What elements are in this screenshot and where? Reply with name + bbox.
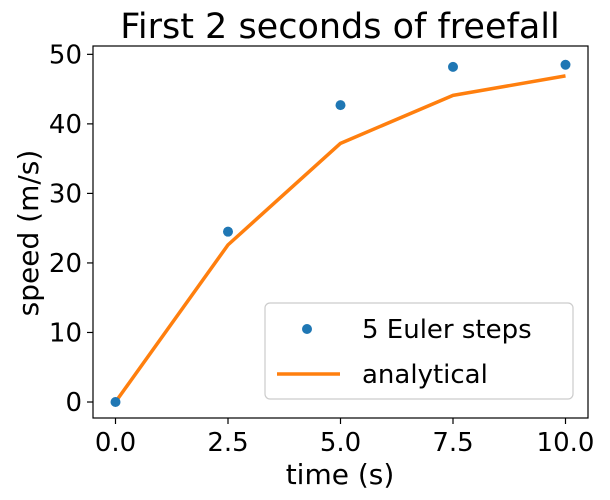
data-point-euler (335, 100, 346, 111)
legend: 5 Euler steps analytical (264, 302, 574, 400)
x-tick-label: 0.0 (95, 428, 136, 458)
y-tick-label: 0 (65, 388, 82, 418)
x-tick-label: 10.0 (537, 428, 595, 458)
series-layer (110, 59, 571, 408)
x-tick-label: 7.5 (432, 428, 473, 458)
x-tick-label: 5.0 (320, 428, 361, 458)
legend-label: analytical (362, 360, 488, 390)
x-axis-label: time (s) (286, 458, 395, 491)
series-line-analytical (114, 74, 566, 404)
legend-box (264, 302, 574, 400)
y-tick-label: 40 (49, 110, 82, 140)
y-tick-label: 30 (49, 179, 82, 209)
legend-label: 5 Euler steps (362, 315, 532, 345)
y-axis-label: speed (m/s) (12, 150, 45, 317)
y-tick-label: 50 (49, 40, 82, 70)
x-axis-ticks: 0.0 2.5 5.0 7.5 10.0 (95, 418, 595, 458)
chart-title: First 2 seconds of freefall (120, 7, 559, 47)
y-tick-label: 20 (49, 249, 82, 279)
data-point-euler (448, 61, 458, 72)
data-point-euler (223, 226, 233, 237)
data-point-euler (560, 59, 571, 70)
x-tick-label: 2.5 (207, 428, 248, 458)
y-tick-label: 10 (49, 318, 82, 348)
legend-marker-euler (302, 324, 312, 334)
y-axis-ticks: 0 10 20 30 40 50 (49, 40, 93, 418)
data-point-euler (110, 397, 121, 408)
